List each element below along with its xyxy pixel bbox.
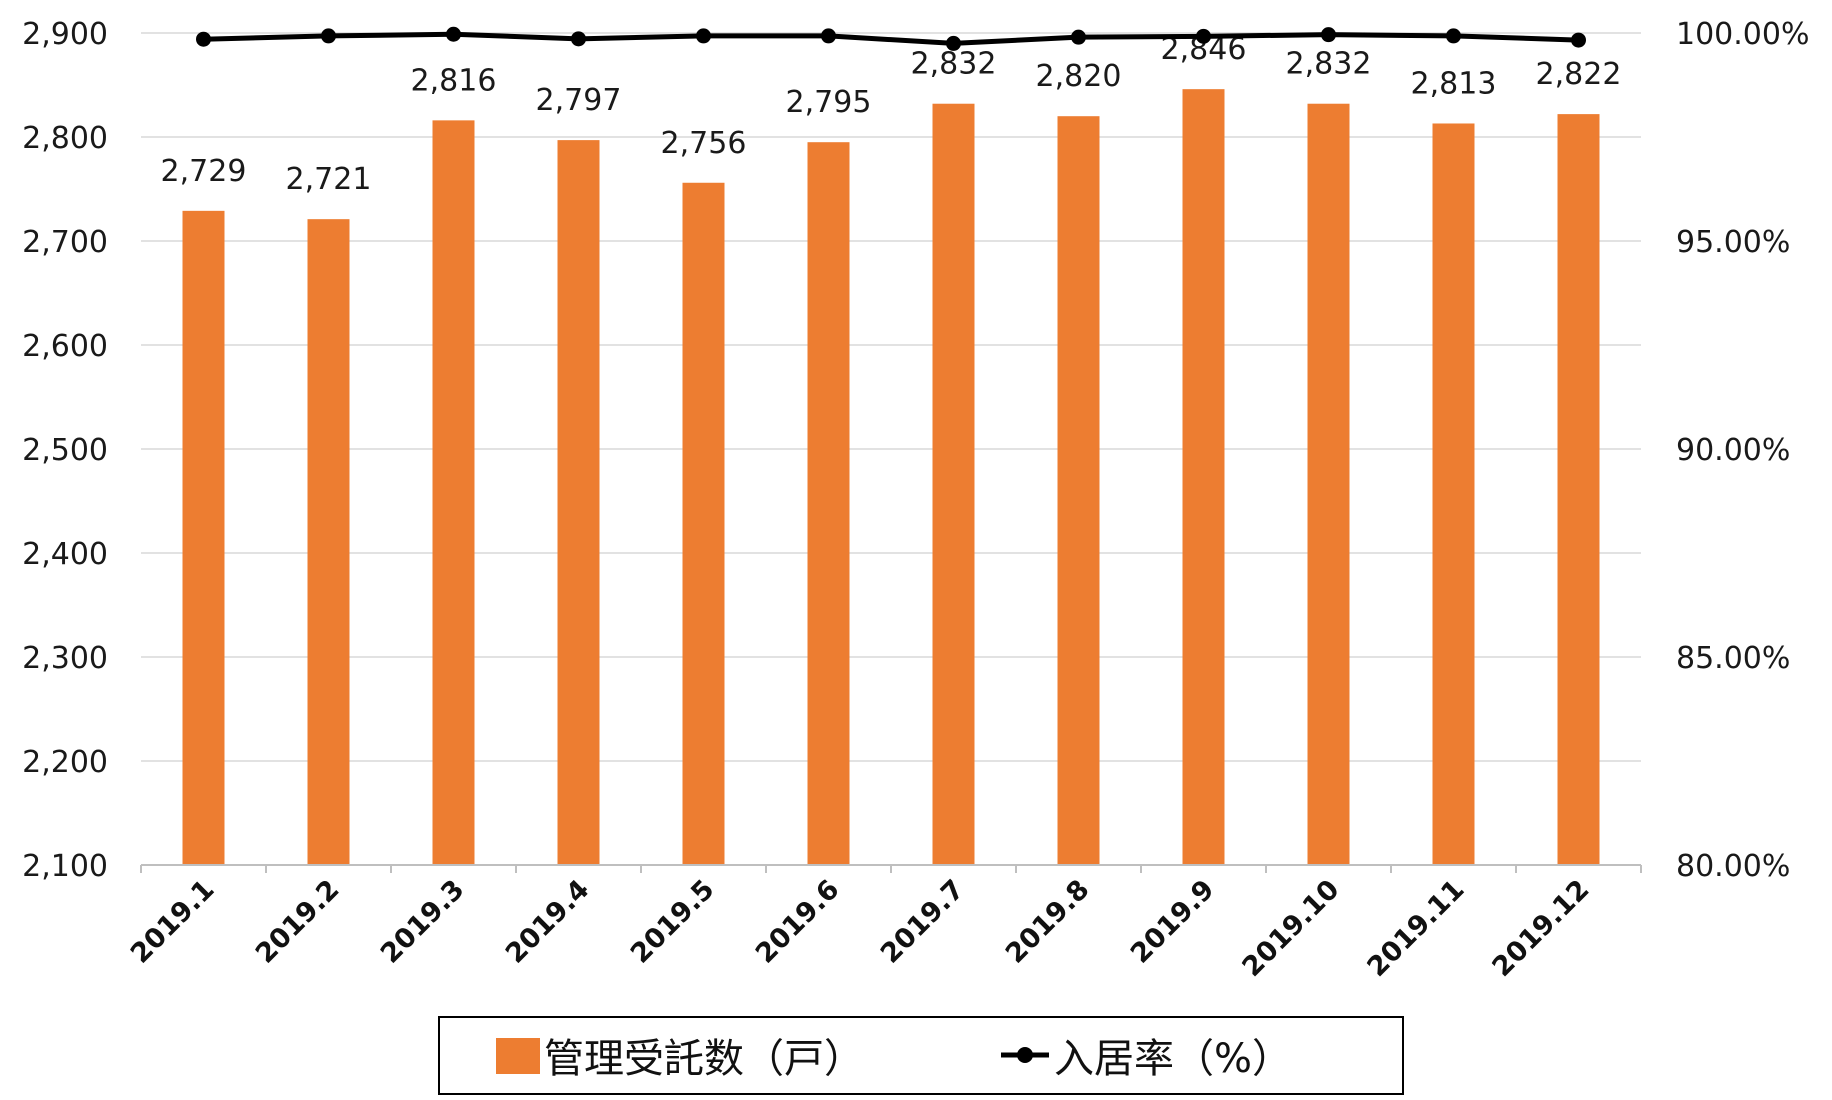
x-tick-label: 2019.12 [1487, 874, 1596, 983]
bar [557, 140, 600, 865]
bar-data-label: 2,816 [411, 63, 497, 98]
legend-bar-swatch [496, 1038, 540, 1074]
x-tick-label: 2019.4 [500, 874, 596, 970]
bar [1182, 89, 1225, 865]
gridlines [141, 32, 1641, 762]
x-tick-label: 2019.10 [1237, 874, 1346, 983]
line-marker [571, 31, 586, 47]
line-marker [196, 31, 211, 47]
x-tick-label: 2019.11 [1362, 874, 1471, 983]
x-axis: 2019.1 2019.2 2019.3 2019.4 2019.5 2019.6 2019… [125, 864, 1642, 983]
bar-data-label: 2,721 [286, 162, 372, 197]
bar-series [182, 89, 1600, 866]
line-marker [696, 28, 711, 44]
bar [932, 103, 975, 866]
bar [1557, 114, 1600, 866]
x-tick-label: 2019.3 [375, 874, 471, 970]
bar-data-label: 2,797 [536, 83, 622, 118]
left-tick-label: 2,500 [22, 433, 108, 468]
bar-data-label: 2,729 [161, 154, 247, 189]
bar [682, 182, 725, 865]
left-tick-label: 2,700 [22, 225, 108, 260]
bar-data-label: 2,813 [1411, 66, 1497, 101]
x-tick-label: 2019.6 [750, 874, 846, 970]
legend-bar-label: 管理受託数（戸） [544, 1036, 864, 1082]
line-marker [946, 35, 961, 51]
legend: 管理受託数（戸） 入居率（%） [438, 1016, 1404, 1095]
legend-line-label: 入居率（%） [1054, 1036, 1292, 1082]
right-tick-label: 80.00% [1676, 849, 1790, 884]
bar [807, 142, 850, 865]
right-axis-ticks: 80.00% 85.00% 90.00% 95.00% 100.00% [1676, 17, 1809, 884]
bar-data-label: 2,756 [661, 126, 747, 161]
bar-data-label: 2,795 [786, 85, 872, 120]
x-tick-label: 2019.9 [1125, 874, 1221, 970]
legend-frame [438, 1016, 1404, 1095]
line-marker [321, 28, 336, 44]
left-tick-label: 2,100 [22, 849, 108, 884]
left-tick-label: 2,600 [22, 329, 108, 364]
line-series [196, 26, 1586, 51]
bar-data-label: 2,832 [911, 47, 997, 82]
bar [1432, 123, 1475, 866]
left-tick-label: 2,800 [22, 121, 108, 156]
legend-line-marker [1017, 1047, 1033, 1063]
left-axis-ticks: 2,100 2,200 2,300 2,400 2,500 2,600 2,700 2,800… [22, 17, 108, 884]
bar-data-label: 2,832 [1286, 47, 1372, 82]
bar [1057, 116, 1100, 865]
line-marker [446, 26, 461, 42]
line-marker [1446, 28, 1461, 44]
x-tick-label: 2019.1 [125, 874, 221, 970]
bar-data-label: 2,820 [1036, 59, 1122, 94]
bar-data-label: 2,822 [1536, 57, 1622, 92]
bar [307, 219, 350, 865]
line-marker [1571, 32, 1586, 48]
occupancy-line [203, 31, 1579, 46]
right-tick-label: 95.00% [1676, 225, 1790, 260]
line-marker [1196, 28, 1211, 44]
left-tick-label: 2,400 [22, 537, 108, 572]
x-tick-label: 2019.2 [250, 874, 346, 970]
data-labels: 2,729 2,721 2,816 2,797 2,756 2,795 2,832 2,820… [161, 32, 1622, 197]
x-tick-label: 2019.5 [625, 874, 721, 970]
left-tick-label: 2,300 [22, 641, 108, 676]
x-tick-label: 2019.8 [1000, 874, 1096, 970]
right-tick-label: 90.00% [1676, 433, 1790, 468]
right-tick-label: 100.00% [1676, 17, 1809, 52]
bar [432, 120, 475, 866]
line-marker [1321, 27, 1336, 43]
right-tick-label: 85.00% [1676, 641, 1790, 676]
bar [1307, 103, 1350, 866]
bar [182, 210, 225, 866]
left-tick-label: 2,200 [22, 745, 108, 780]
left-tick-label: 2,900 [22, 17, 108, 52]
line-marker [1071, 29, 1086, 45]
x-tick-label: 2019.7 [875, 874, 971, 970]
line-marker [821, 28, 836, 44]
